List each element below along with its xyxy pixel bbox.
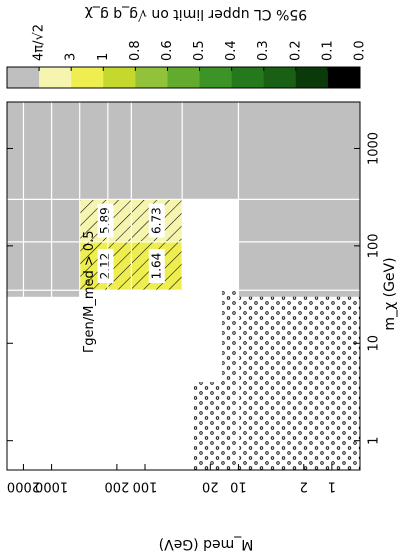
width-annotation: Γgen/M_med > 0.5 [82, 230, 97, 353]
y-tick-label: 1000 [35, 479, 68, 494]
plot-area: 2.12 1.64 5.89 6.73 [6, 101, 361, 471]
x-tick-label: 1 [367, 437, 382, 445]
colorbar-tick-labels: 4π/√2 3 1 0.8 0.6 0.5 0.4 0.3 0.2 0.1 0.0 [32, 24, 368, 71]
colorbar-tick-label: 3 [64, 53, 79, 61]
cell-value-label: 5.89 [98, 207, 112, 234]
colorbar-tick-label: 0.1 [320, 40, 335, 61]
y-tick-label: 20 [202, 479, 219, 494]
colorbar-tick-label: 0.4 [224, 40, 239, 61]
colorbar-tick-label: 0.8 [128, 40, 143, 61]
cell-value-label: 6.73 [149, 207, 163, 234]
y-tick-label: 1 [328, 479, 336, 494]
x-axis-ticks: 1 10 100 1000 [7, 132, 382, 445]
colorbar-segment [103, 67, 136, 88]
cell-value-label: 2.12 [98, 253, 112, 280]
y-tick-label: 2 [300, 479, 308, 494]
colorbar-tick-label: 0.2 [288, 40, 303, 61]
colorbar-title: 95% CL upper limit on √g_q g_χ [85, 6, 307, 22]
colorbar-tick-label: 0.6 [160, 40, 175, 61]
colorbar [6, 66, 361, 89]
x-axis-title: m_χ (GeV) [382, 257, 398, 330]
colorbar-segment [263, 67, 297, 88]
y-tick-label: 200 [104, 479, 129, 494]
y-tick-label: 10 [230, 479, 247, 494]
colorbar-tick-label: 1 [96, 53, 111, 61]
cell-label-box [148, 249, 165, 284]
colorbar-segment [71, 67, 104, 88]
colorbar-frame [6, 66, 361, 89]
colorbar-tick-label: 0.0 [353, 40, 368, 61]
colorbar-segment [167, 67, 201, 88]
colorbar-tick-label: 4π/√2 [32, 24, 47, 61]
excluded-region-grey-top-row [7, 199, 80, 297]
cell-label-box [97, 249, 114, 284]
colorbar-tick-label: 0.3 [256, 40, 271, 61]
x-tick-label: 1000 [367, 132, 382, 165]
x-tick-label: 100 [367, 233, 382, 258]
cell-label-box [148, 203, 165, 238]
y-tick-label: 100 [133, 479, 158, 494]
colorbar-segment [7, 67, 40, 88]
colorbar-segment [231, 67, 265, 88]
y-axis-title: M_med (GeV) [159, 536, 254, 552]
y-tick-label: 2000 [7, 479, 40, 494]
colorbar-segment [39, 67, 72, 88]
excluded-region-grey-high-mchi [7, 102, 360, 200]
excluded-region-grey-mid-mchi [238, 199, 360, 297]
colorbar-segment [199, 67, 233, 88]
wide-width-region [193, 290, 360, 470]
plot-frame [6, 101, 361, 471]
cell-value-label: 1.64 [149, 253, 163, 280]
colorbar-tick-label: 0.5 [192, 40, 207, 61]
x-tick-label: 10 [367, 335, 382, 352]
colorbar-segment [295, 67, 329, 88]
colorbar-segment [327, 67, 361, 88]
cell-label-box [97, 203, 114, 238]
colorbar-segment [135, 67, 168, 88]
